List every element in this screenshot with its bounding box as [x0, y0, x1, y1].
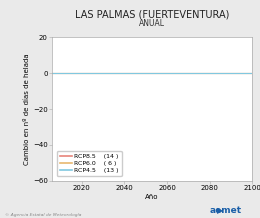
Text: LAS PALMAS (FUERTEVENTURA): LAS PALMAS (FUERTEVENTURA)	[75, 10, 229, 20]
Text: © Agencia Estatal de Meteorología: © Agencia Estatal de Meteorología	[5, 213, 82, 217]
Title: ANUAL: ANUAL	[139, 19, 165, 28]
Y-axis label: Cambio en nº de días de helada: Cambio en nº de días de helada	[24, 53, 30, 165]
Legend: RCP8.5    (14 ), RCP6.0    ( 6 ), RCP4.5    (13 ): RCP8.5 (14 ), RCP6.0 ( 6 ), RCP4.5 (13 )	[57, 151, 122, 176]
Text: ▶: ▶	[217, 206, 224, 215]
X-axis label: Año: Año	[145, 194, 159, 200]
Text: aemet: aemet	[210, 206, 242, 215]
